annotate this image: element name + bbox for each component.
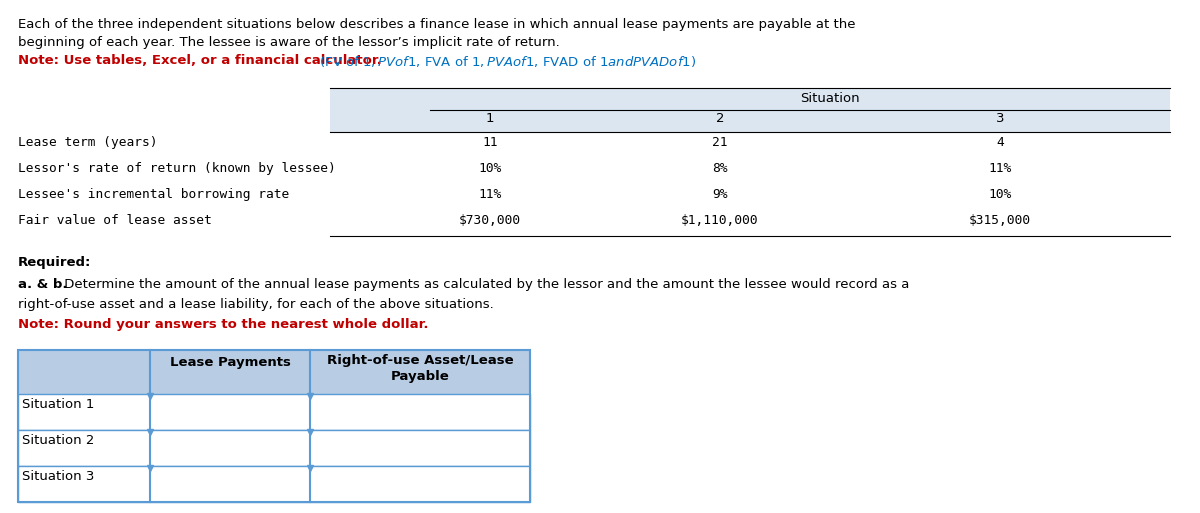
Text: 21: 21 xyxy=(713,136,727,149)
Text: Determine the amount of the annual lease payments as calculated by the lessor an: Determine the amount of the annual lease… xyxy=(60,278,910,291)
Text: Note: Round your answers to the nearest whole dollar.: Note: Round your answers to the nearest … xyxy=(18,318,428,331)
Text: 8%: 8% xyxy=(713,162,727,175)
Text: $730,000: $730,000 xyxy=(458,214,521,227)
Bar xyxy=(18,350,530,394)
Text: Note: Use tables, Excel, or a financial calculator.: Note: Use tables, Excel, or a financial … xyxy=(18,54,382,67)
Text: 4: 4 xyxy=(996,136,1004,149)
Text: 2: 2 xyxy=(715,112,725,125)
Text: 3: 3 xyxy=(996,112,1004,125)
Text: Fair value of lease asset: Fair value of lease asset xyxy=(18,214,211,227)
Text: Lease term (years): Lease term (years) xyxy=(18,136,157,149)
Text: Each of the three independent situations below describes a finance lease in whic: Each of the three independent situations… xyxy=(18,18,856,31)
Text: Situation 2: Situation 2 xyxy=(22,434,95,447)
Text: Required:: Required: xyxy=(18,256,91,269)
Bar xyxy=(18,430,530,466)
Text: Situation 3: Situation 3 xyxy=(22,470,95,483)
Text: 11%: 11% xyxy=(479,188,502,201)
Text: Situation 1: Situation 1 xyxy=(22,398,95,411)
Text: $315,000: $315,000 xyxy=(970,214,1031,227)
Bar xyxy=(18,350,530,502)
Bar xyxy=(330,132,1170,236)
Text: 10%: 10% xyxy=(479,162,502,175)
Text: 10%: 10% xyxy=(989,188,1012,201)
Text: 11: 11 xyxy=(482,136,498,149)
Bar xyxy=(18,466,530,502)
Text: beginning of each year. The lessee is aware of the lessor’s implicit rate of ret: beginning of each year. The lessee is aw… xyxy=(18,36,559,49)
Text: 11%: 11% xyxy=(989,162,1012,175)
Text: Lessor's rate of return (known by lessee): Lessor's rate of return (known by lessee… xyxy=(18,162,336,175)
Text: right-of-use asset and a lease liability, for each of the above situations.: right-of-use asset and a lease liability… xyxy=(18,298,493,311)
Text: 9%: 9% xyxy=(713,188,727,201)
Text: Lessee's incremental borrowing rate: Lessee's incremental borrowing rate xyxy=(18,188,289,201)
Bar xyxy=(330,88,1170,236)
Text: $1,110,000: $1,110,000 xyxy=(682,214,758,227)
Text: Lease Payments: Lease Payments xyxy=(169,356,290,369)
Text: 1: 1 xyxy=(486,112,494,125)
Bar xyxy=(18,394,530,430)
Text: (FV of $1, PV of $1, FVA of $1, PVA of $1, FVAD of $1 and PVAD of $1): (FV of $1, PV of $1, FVA of $1, PVA of $… xyxy=(314,54,696,69)
Text: Situation: Situation xyxy=(800,92,860,105)
Text: Right-of-use Asset/Lease
Payable: Right-of-use Asset/Lease Payable xyxy=(326,354,514,383)
Text: a. & b.: a. & b. xyxy=(18,278,67,291)
